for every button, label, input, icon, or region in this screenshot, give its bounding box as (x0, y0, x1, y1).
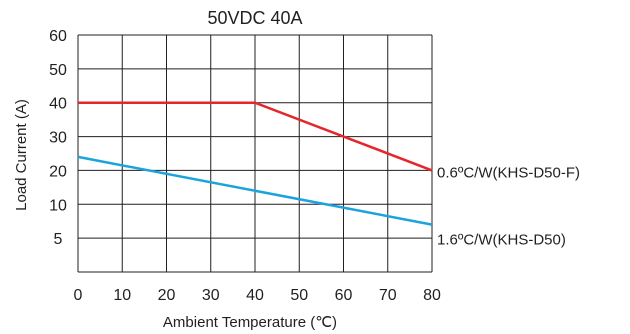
plot-grid (77, 34, 433, 273)
y-tick-label: 50 (49, 62, 67, 79)
x-axis-label: Ambient Temperature (℃) (163, 314, 337, 331)
x-tick-labels: 0 10 20 30 40 50 60 70 80 (74, 287, 441, 304)
y-tick-label: 60 (49, 28, 67, 45)
y-tick-label: 40 (49, 96, 67, 113)
x-tick-label: 50 (290, 287, 308, 304)
x-tick-label: 60 (335, 287, 353, 304)
x-tick-label: 80 (423, 287, 441, 304)
y-tick-label: 30 (49, 130, 67, 147)
series-label: 1.6ºC/W(KHS-D50) (437, 232, 566, 249)
x-tick-label: 20 (158, 287, 176, 304)
series-label: 0.6ºC/W(KHS-D50-F) (437, 164, 580, 181)
x-tick-label: 0 (74, 287, 83, 304)
series-lines: 0.6ºC/W(KHS-D50-F) 1.6ºC/W(KHS-D50) (77, 101, 580, 249)
y-axis-label: Load Current (A) (13, 99, 30, 211)
y-tick-labels: 5 10 20 30 40 50 60 (49, 28, 67, 248)
chart-title: 50VDC 40A (207, 8, 302, 28)
series-line (77, 155, 433, 226)
series-line (78, 101, 433, 172)
y-tick-label: 5 (54, 231, 63, 248)
x-tick-label: 70 (379, 287, 397, 304)
x-tick-label: 30 (202, 287, 220, 304)
y-tick-label: 10 (49, 197, 67, 214)
y-tick-label: 20 (49, 163, 67, 180)
x-tick-label: 40 (246, 287, 264, 304)
x-tick-label: 10 (113, 287, 131, 304)
